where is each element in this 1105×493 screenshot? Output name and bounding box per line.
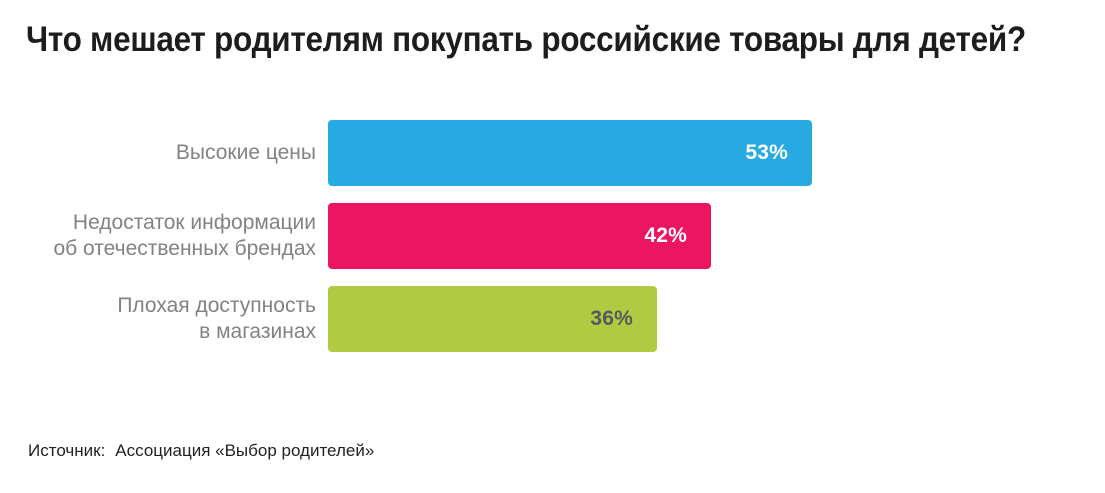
- source-value: Ассоциация «Выбор родителей»: [115, 441, 375, 460]
- category-label-line: Недостаток информации: [72, 211, 316, 234]
- category-label: Недостаток информации об отечественных б…: [16, 210, 328, 262]
- value-label: 36%: [590, 307, 633, 330]
- chart-row: Плохая доступность в магазинах 36%: [16, 286, 1096, 352]
- value-label: 42%: [644, 224, 687, 247]
- value-label: 53%: [745, 141, 788, 164]
- bar-poor-availability: 36%: [328, 286, 657, 352]
- chart-row: Высокие цены 53%: [16, 120, 1096, 186]
- category-label-line: Высокие цены: [175, 141, 316, 164]
- bar-chart: Высокие цены 53% Недостаток информации о…: [16, 120, 1096, 352]
- bar-lack-of-information: 42%: [328, 203, 711, 269]
- category-label-line: Плохая доступность: [117, 294, 316, 317]
- category-label-line: в магазинах: [199, 320, 316, 343]
- bar-high-prices: 53%: [328, 120, 812, 186]
- chart-row: Недостаток информации об отечественных б…: [16, 203, 1096, 269]
- category-label: Плохая доступность в магазинах: [16, 293, 328, 345]
- category-label-line: об отечественных брендах: [53, 237, 317, 260]
- chart-title: Что мешает родителям покупать российские…: [26, 20, 1026, 59]
- source-label: Источник:: [28, 441, 106, 460]
- category-label: Высокие цены: [16, 140, 328, 166]
- source-note: Источник: Ассоциация «Выбор родителей»: [28, 441, 374, 461]
